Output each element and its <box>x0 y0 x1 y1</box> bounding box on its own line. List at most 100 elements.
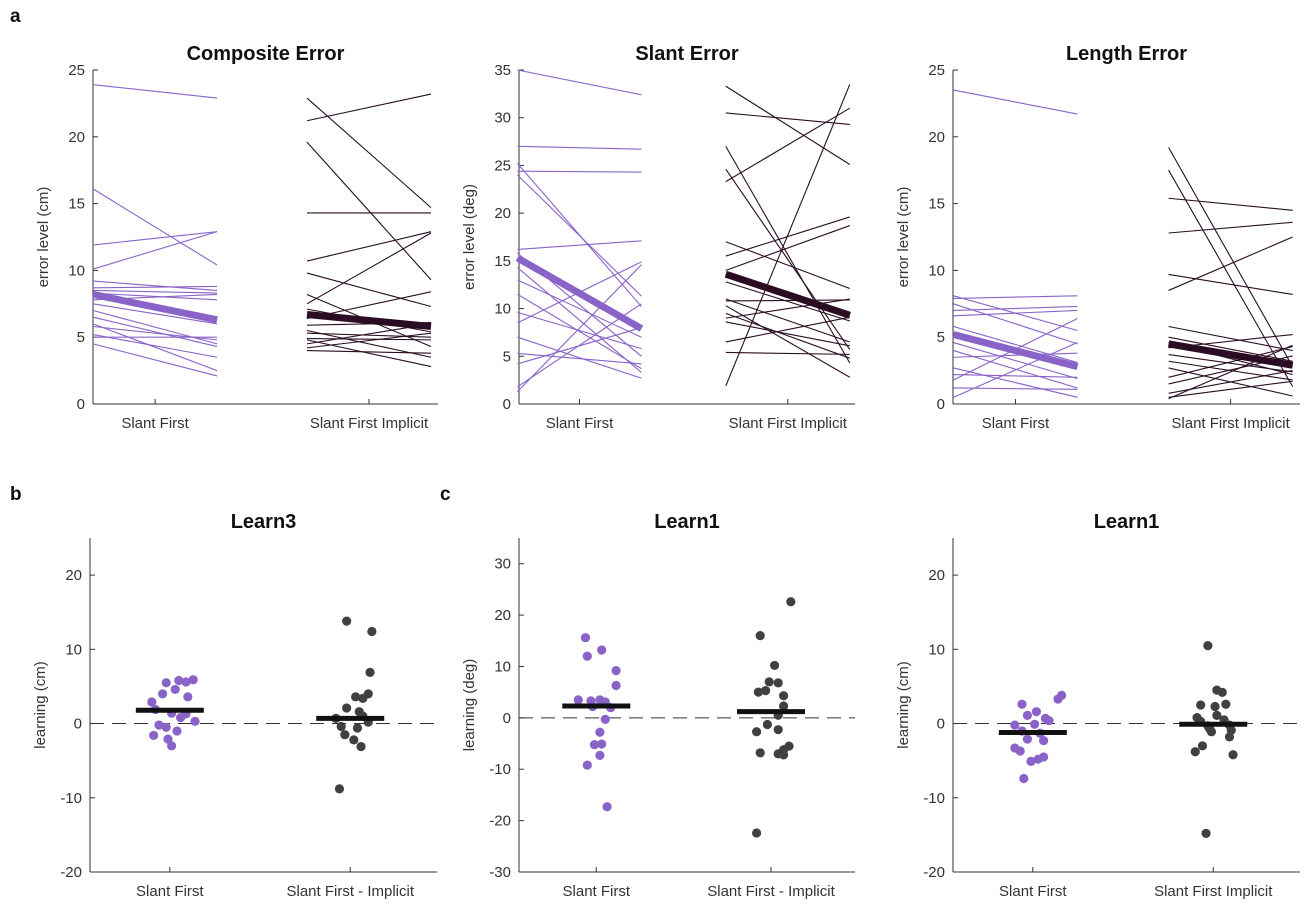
y-tick-label: 30 <box>494 110 511 127</box>
subject-line <box>1168 354 1293 373</box>
data-point <box>764 677 774 687</box>
x-tick-label: Slant First Implicit <box>729 415 848 432</box>
x-tick-label: Slant First <box>121 415 189 432</box>
chart-title: Composite Error <box>187 43 345 65</box>
subject-line <box>953 89 1078 115</box>
data-point <box>1022 734 1033 744</box>
y-tick-label: 10 <box>494 301 511 318</box>
data-point <box>161 678 171 688</box>
chart-1: Slant Error 0 5 10 15 20 25 30 35 error level (de… <box>461 43 855 432</box>
subject-line <box>725 321 850 347</box>
data-point <box>158 689 168 699</box>
data-point <box>597 645 607 655</box>
data-point <box>755 748 765 758</box>
data-point <box>773 725 783 735</box>
data-point <box>779 701 789 711</box>
panel-letter-c: c <box>440 484 451 505</box>
y-tick-label: -20 <box>489 813 511 830</box>
subject-line <box>92 309 218 345</box>
subject-line <box>953 295 1078 300</box>
subject-line <box>725 84 851 387</box>
data-point <box>595 750 605 760</box>
y-tick-label: 30 <box>494 556 511 573</box>
data-point <box>363 689 373 699</box>
subject-line <box>725 85 851 165</box>
y-tick-label: 5 <box>503 348 511 365</box>
chart-2: Length Error 0 5 10 15 20 25 error level (cm) Sl… <box>895 43 1300 432</box>
data-point <box>170 684 180 695</box>
subject-line <box>953 342 1078 398</box>
data-point <box>770 660 780 671</box>
subject-line <box>92 323 218 372</box>
y-tick-label: 35 <box>494 62 511 79</box>
subject-line <box>306 332 432 338</box>
data-point <box>1203 641 1213 651</box>
data-point <box>1196 700 1206 710</box>
subject-line <box>517 311 642 350</box>
y-tick-label: -20 <box>60 864 82 881</box>
subject-line <box>517 267 642 373</box>
subject-line <box>306 141 432 281</box>
subject-line <box>953 303 1078 345</box>
charts: Composite Error 0 5 10 15 20 25 error level (cm… <box>32 43 1300 900</box>
data-point <box>351 692 361 702</box>
subject-line <box>1168 380 1293 398</box>
y-axis-label: error level (deg) <box>461 184 478 290</box>
y-tick-label: -10 <box>60 790 82 807</box>
data-point <box>183 692 193 702</box>
mean-line <box>1168 340 1294 369</box>
data-point <box>580 633 591 643</box>
subject-line <box>306 272 432 308</box>
subject-line <box>92 188 218 266</box>
subject-line <box>517 264 642 392</box>
subject-line <box>725 107 851 183</box>
y-tick-label: 20 <box>68 129 85 146</box>
y-tick-label: 25 <box>928 62 945 79</box>
chart-5: Learn1 -20 -10 0 10 20 learning (cm) Slant Firs… <box>895 511 1300 900</box>
data-point <box>597 739 607 749</box>
y-axis-label: learning (deg) <box>461 659 478 752</box>
y-tick-label: 20 <box>65 567 82 584</box>
subject-line <box>93 289 218 294</box>
y-tick-label: 20 <box>928 129 945 146</box>
data-point <box>352 723 363 733</box>
x-tick-label: Slant First <box>546 415 614 432</box>
data-point <box>773 678 783 688</box>
subject-line <box>517 174 642 297</box>
data-point <box>356 741 366 752</box>
subject-line <box>517 69 642 96</box>
data-point <box>1053 694 1063 704</box>
y-tick-label: 10 <box>928 641 945 658</box>
data-point <box>600 714 610 724</box>
subject-line <box>725 168 851 350</box>
data-point <box>786 597 796 607</box>
subject-line <box>306 231 432 262</box>
subject-line <box>92 316 218 348</box>
subject-line <box>93 231 218 246</box>
chart-0: Composite Error 0 5 10 15 20 25 error level (cm… <box>35 43 438 432</box>
data-point <box>176 713 186 723</box>
subject-line <box>306 337 432 341</box>
subject-line <box>953 367 1078 398</box>
mean-line <box>306 311 432 330</box>
subject-line <box>725 112 850 125</box>
data-point <box>1039 736 1049 746</box>
subject-line <box>517 170 642 173</box>
y-tick-label: 15 <box>68 196 85 213</box>
data-point <box>589 739 600 750</box>
subject-line <box>1168 236 1293 291</box>
data-point <box>573 695 583 705</box>
data-point <box>1022 710 1033 720</box>
subject-line <box>517 352 642 365</box>
data-point <box>1033 754 1043 764</box>
y-tick-label: 0 <box>503 396 511 413</box>
panel-letter-a: a <box>10 6 21 27</box>
data-point <box>1197 741 1208 751</box>
y-tick-label: 0 <box>937 396 945 413</box>
subject-line <box>953 305 1078 312</box>
x-tick-label: Slant First Implicit <box>310 415 429 432</box>
subject-line <box>517 145 642 150</box>
data-point <box>762 719 773 730</box>
y-tick-label: 25 <box>494 157 511 174</box>
